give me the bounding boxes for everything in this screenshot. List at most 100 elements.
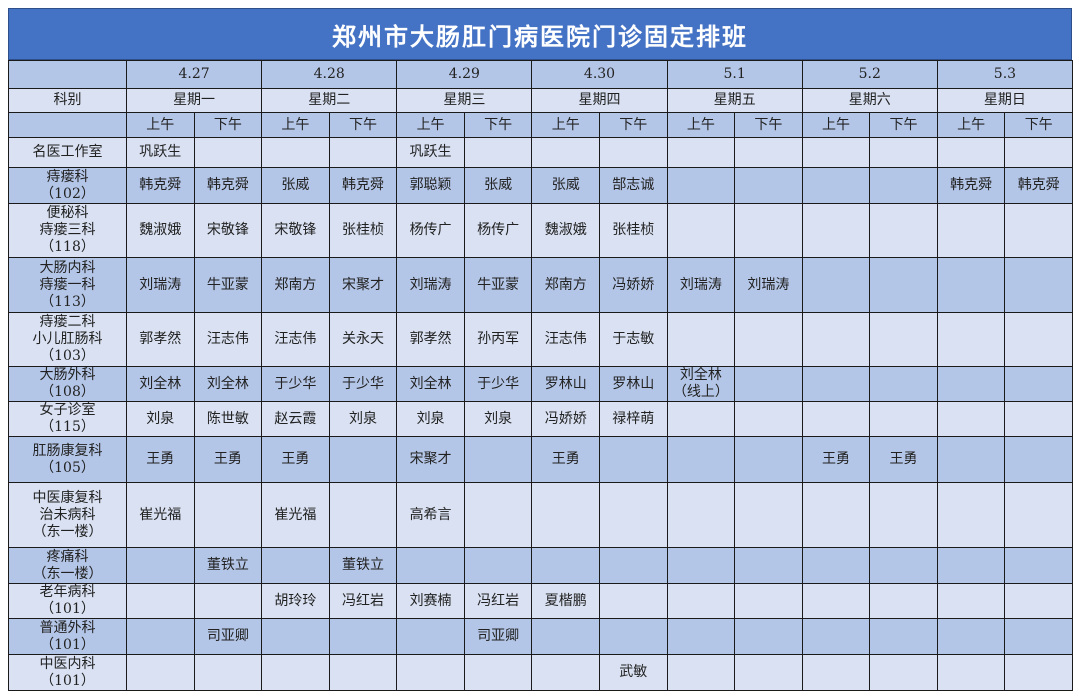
dept-name-line: 痔瘘二科	[39, 314, 96, 330]
doctor-cell	[801, 137, 871, 168]
doctor-cell	[598, 583, 668, 619]
date-header: 5.3	[936, 60, 1073, 89]
doctor-cell	[328, 654, 398, 691]
doctor-cell	[936, 137, 1006, 168]
doctor-cell: 于志敏	[598, 312, 668, 367]
doctor-cell	[734, 203, 803, 258]
doctor-cell: 刘赛楠	[396, 583, 465, 619]
dept-cell: 中医内科 （101）	[8, 654, 127, 691]
doctor-cell: 牛亚蒙	[463, 257, 533, 313]
doctor-cell	[531, 482, 600, 548]
doctor-cell: 王勇	[193, 436, 263, 483]
dept-cell: 疼痛科 （东一楼）	[8, 547, 127, 584]
pm-header: 下午	[869, 112, 938, 138]
doctor-cell	[801, 366, 871, 402]
table-row: 痔瘘二科 小儿肛肠科 （103） 郭孝然 汪志伟 汪志伟 关永天 郭孝然 孙丙军 汪志伟 于志敏	[8, 312, 1073, 367]
doctor-cell	[328, 618, 398, 655]
doctor-cell: 冯娇娇	[598, 257, 668, 313]
weekday-header: 星期五	[666, 88, 803, 113]
table-row: 中医康复科 治未病科 （东一楼） 崔光福 崔光福 高希言	[8, 482, 1073, 548]
doctor-cell: 郜志诚	[598, 167, 668, 204]
dept-name-line: 疼痛科	[46, 548, 89, 565]
doctor-cell: 宋聚才	[396, 436, 465, 483]
dept-name-line: （101）	[40, 601, 95, 617]
dept-name-line: 痔瘘一科	[39, 276, 96, 293]
doctor-cell	[1004, 436, 1073, 483]
doctor-cell	[1004, 137, 1073, 168]
weekday-header: 星期日	[936, 88, 1073, 113]
doctor-cell: 宋聚才	[328, 257, 398, 313]
table-row: 疼痛科 （东一楼） 董铁立 董铁立	[8, 547, 1073, 584]
dept-name-line: 痔瘘三科	[39, 222, 96, 238]
doctor-cell: 宋敬锋	[193, 203, 263, 258]
doctor-cell	[1004, 257, 1073, 313]
doctor-cell: 巩跃生	[126, 137, 195, 168]
doctor-cell	[193, 654, 263, 691]
doctor-cell: 司亚卿	[193, 618, 263, 655]
doctor-cell	[396, 618, 465, 655]
doctor-cell: 巩跃生	[396, 137, 465, 168]
doctor-cell	[666, 167, 736, 204]
doctor-cell: 刘全林	[126, 366, 195, 402]
doctor-cell	[734, 654, 803, 691]
doctor-cell	[869, 366, 938, 402]
doctor-cell	[869, 583, 938, 619]
doctor-cell	[801, 257, 871, 313]
dept-name-line: 老年病科	[39, 584, 96, 601]
doctor-cell	[869, 203, 938, 258]
dept-cell: 中医康复科 治未病科 （东一楼）	[8, 482, 127, 548]
doctor-cell	[869, 547, 938, 584]
doctor-cell	[869, 167, 938, 204]
doctor-cell	[936, 618, 1006, 655]
dept-cell: 痔瘘二科 小儿肛肠科 （103）	[8, 312, 127, 367]
doctor-cell	[1004, 203, 1073, 258]
doctor-cell: 禄梓萌	[598, 401, 668, 437]
doctor-cell	[666, 618, 736, 655]
doctor-cell	[666, 137, 736, 168]
doctor-cell: 王勇	[801, 436, 871, 483]
doctor-cell	[734, 547, 803, 584]
dept-cell: 便秘科 痔瘘三科 （118）	[8, 203, 127, 258]
dept-name-line: 大肠外科	[39, 367, 96, 384]
doctor-cell	[869, 312, 938, 367]
doctor-cell	[1004, 482, 1073, 548]
doctor-cell	[598, 482, 668, 548]
doctor-cell	[261, 547, 330, 584]
doctor-cell	[734, 167, 803, 204]
doctor-cell: 郑南方	[261, 257, 330, 313]
doctor-cell: 罗林山	[598, 366, 668, 402]
table-row: 普通外科 （101） 司亚卿 司亚卿	[8, 618, 1073, 655]
doctor-cell: 王勇	[531, 436, 600, 483]
dept-cell: 痔瘘科 （102）	[8, 167, 127, 204]
doctor-cell	[734, 137, 803, 168]
doctor-cell	[463, 654, 533, 691]
doctor-cell: 郭孝然	[396, 312, 465, 367]
doctor-cell: 杨传广	[463, 203, 533, 258]
schedule-table: 4.27 4.28 4.29 4.30 5.1 5.2 5.3 科别 星期一 星期二 星期三 星期四星…	[8, 60, 1073, 691]
doctor-cell	[328, 137, 398, 168]
doctor-cell: 赵云霞	[261, 401, 330, 437]
doctor-cell: 王勇	[126, 436, 195, 483]
doctor-cell: 司亚卿	[463, 618, 533, 655]
doctor-cell: 刘泉	[396, 401, 465, 437]
dept-name-line: 痔瘘科	[46, 168, 89, 185]
doctor-cell	[666, 547, 736, 584]
doctor-cell	[801, 203, 871, 258]
doctor-cell	[801, 401, 871, 437]
doctor-cell: 罗林山	[531, 366, 600, 402]
doctor-cell	[531, 137, 600, 168]
doctor-cell: 董铁立	[328, 547, 398, 584]
doctor-cell	[396, 654, 465, 691]
table-row: 老年病科 （101） 胡玲玲 冯红岩 刘赛楠 冯红岩 夏楷鹏	[8, 583, 1073, 619]
am-header: 上午	[126, 112, 195, 138]
doctor-cell	[531, 618, 600, 655]
doctor-cell	[869, 482, 938, 548]
dept-cell: 普通外科 （101）	[8, 618, 127, 655]
weekday-header-row: 科别 星期一 星期二 星期三 星期四 星期五 星期六 星期日	[8, 88, 1073, 113]
am-header: 上午	[261, 112, 330, 138]
doctor-cell: 张威	[463, 167, 533, 204]
doctor-cell	[666, 312, 736, 367]
doctor-cell: 魏淑娥	[531, 203, 600, 258]
table-row: 女子诊室 （115） 刘泉 陈世敏 赵云霞 刘泉 刘泉 刘泉 冯娇娇 禄梓萌	[8, 401, 1073, 437]
doctor-cell	[801, 618, 871, 655]
